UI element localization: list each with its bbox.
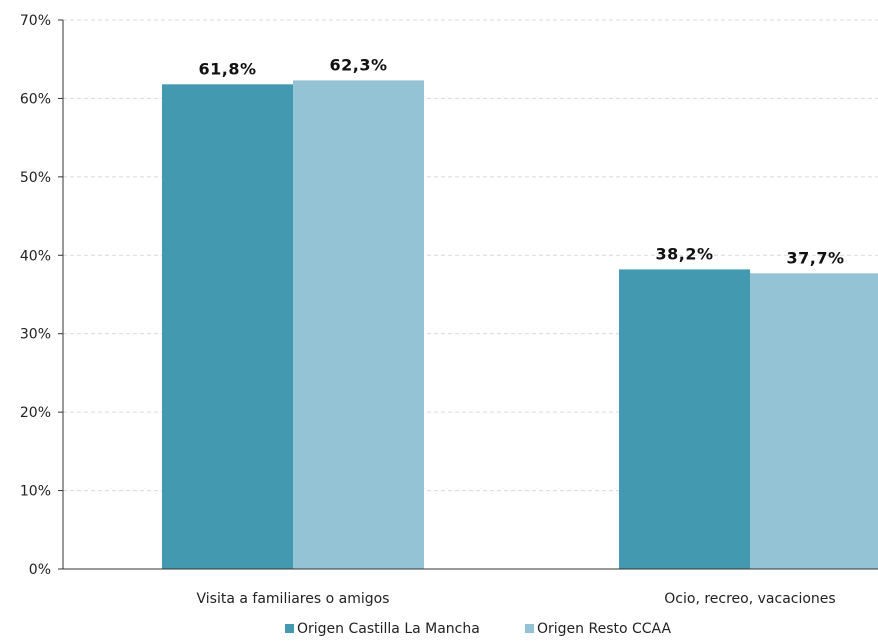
legend-swatch (285, 624, 294, 633)
legend-label: Origen Castilla La Mancha (297, 621, 480, 637)
labels: 61,8% 62,3% Visita a familiares o amigos 38… (197, 55, 844, 607)
y-tick-label: 10% (20, 484, 51, 500)
y-tick-label: 0% (29, 562, 51, 578)
bars (162, 80, 878, 569)
y-tick-label: 40% (20, 248, 51, 264)
x-tick-label: Visita a familiares o amigos (197, 591, 390, 607)
y-tick-label: 30% (20, 327, 51, 343)
axes: 0% 10% 20% 30% 40% 50% 60% 70% (20, 13, 878, 578)
y-tick-label: 60% (20, 91, 51, 107)
bar (619, 269, 750, 569)
y-tick-label: 20% (20, 405, 51, 421)
y-tick-label: 50% (20, 170, 51, 186)
legend: Origen Castilla La Mancha Origen Resto CC… (285, 621, 672, 637)
data-label: 37,7% (786, 248, 844, 267)
bar (162, 84, 293, 569)
bar (750, 273, 878, 569)
data-label: 62,3% (329, 55, 387, 74)
legend-swatch (525, 624, 534, 633)
data-label: 61,8% (198, 59, 256, 78)
y-tick-label: 70% (20, 13, 51, 29)
x-tick-label: Ocio, recreo, vacaciones (664, 591, 835, 607)
legend-label: Origen Resto CCAA (537, 621, 672, 637)
data-label: 38,2% (655, 244, 713, 263)
bar (293, 80, 424, 569)
